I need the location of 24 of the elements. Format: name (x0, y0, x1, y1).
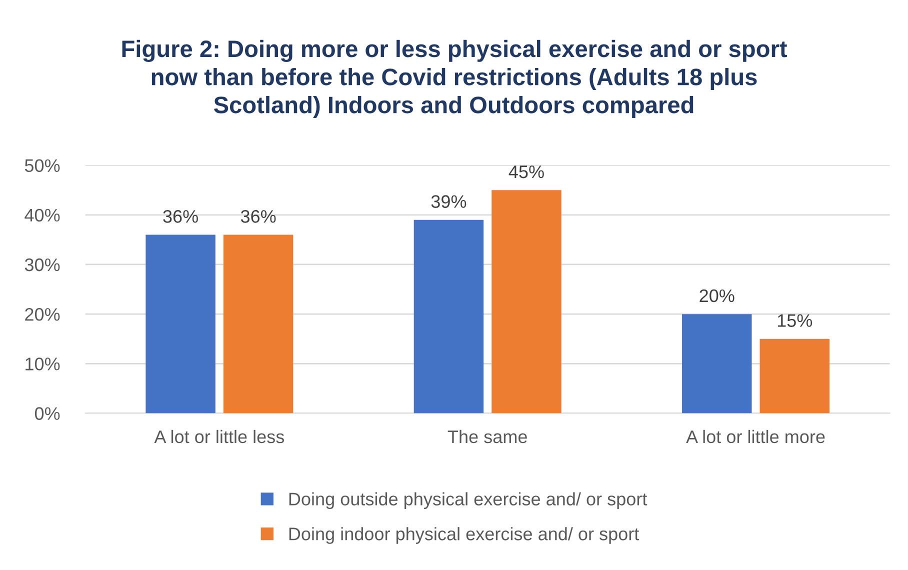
bar (760, 338, 830, 414)
y-tick-label: 20% (25, 308, 60, 321)
y-tick-label: 30% (24, 258, 60, 272)
y-tick-label: 50% (24, 159, 60, 172)
bar (146, 234, 216, 414)
x-tick-label: A lot or little more (686, 430, 825, 444)
chart-title: Figure 2: Doing more or less physical exercise and or sport now than before the Covid restrictions (Adults 18 plus Scotland) Indoors and Outdoors compared (122, 40, 788, 118)
x-tick-label: The same (448, 430, 527, 444)
text: 36% (240, 210, 276, 223)
bar (223, 234, 294, 414)
bar (414, 220, 484, 414)
y-tick-label: 0% (34, 407, 60, 420)
legend-label: Doing outside physical exercise and/ or sport (289, 492, 648, 510)
text: 39% (431, 195, 466, 208)
bar (492, 190, 562, 414)
text: 36% (163, 210, 198, 223)
y-tick-label: 10% (26, 358, 60, 370)
text: 45% (508, 165, 544, 178)
bar (682, 314, 752, 414)
text: 15% (778, 314, 812, 327)
text: 20% (700, 289, 734, 302)
y-tick-label: 40% (24, 208, 60, 222)
legend-label: Doing indoor physical exercise and/ or sport (289, 527, 640, 544)
x-tick-label: A lot or little less (154, 430, 284, 444)
